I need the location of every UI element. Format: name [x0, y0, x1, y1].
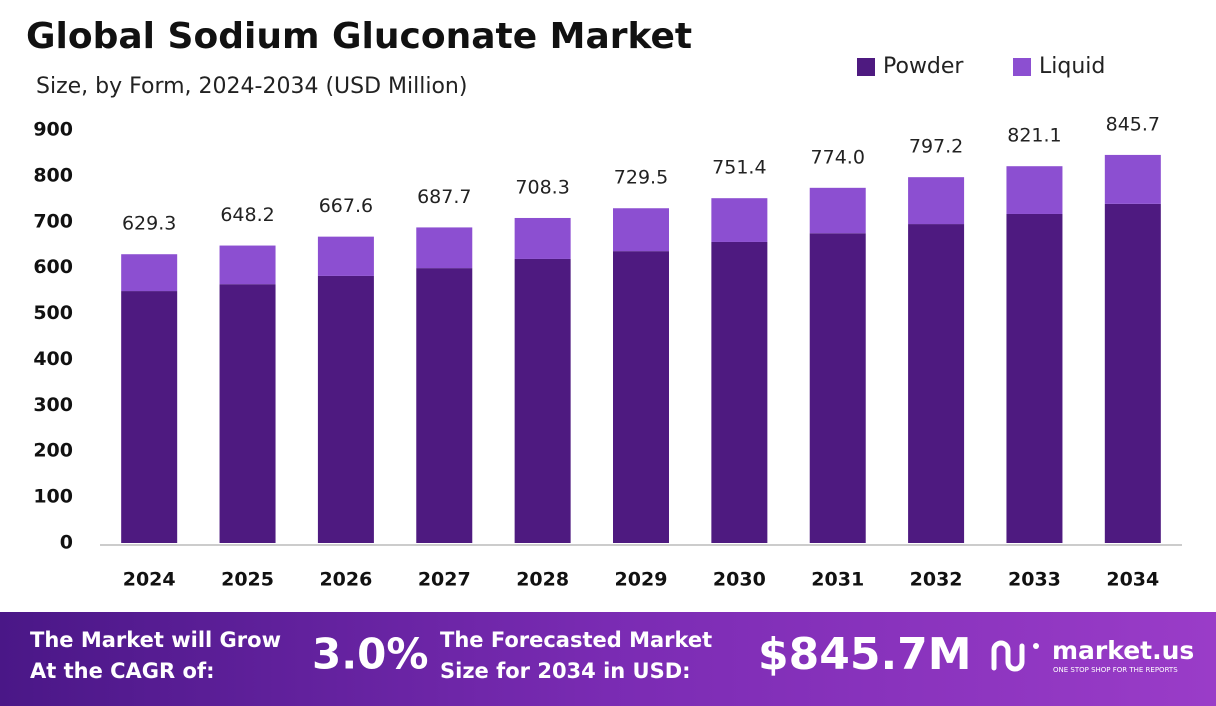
bar-segment: [121, 254, 178, 292]
total-label: 797.2: [909, 136, 963, 158]
footer-cagr-value: 3.0%: [312, 630, 428, 679]
x-tick-label: 2025: [221, 569, 274, 591]
bar-segment: [219, 245, 276, 285]
bar-segment: [514, 258, 571, 543]
x-tick-label: 2029: [615, 569, 668, 591]
legend-label: Powder: [883, 54, 964, 79]
total-label: 667.6: [319, 195, 373, 217]
x-tick-label: 2032: [910, 569, 963, 591]
x-tick-label: 2033: [1008, 569, 1061, 591]
bar-segment: [416, 268, 473, 543]
y-tick-label: 800: [33, 164, 73, 186]
total-label: 648.2: [220, 204, 274, 226]
brand-logo: [991, 640, 1039, 672]
footer-forecast-text: Size for 2034 in USD:: [440, 659, 691, 683]
bar-segment: [908, 224, 965, 544]
bar-segment: [711, 198, 768, 242]
bar-segment: [416, 227, 473, 269]
footer-cagr-text: The Market will Grow: [30, 628, 281, 652]
y-tick-label: 100: [33, 486, 73, 508]
x-tick-label: 2024: [123, 569, 176, 591]
bar-segment: [1006, 213, 1063, 543]
total-label: 821.1: [1007, 125, 1061, 147]
bar-segment: [121, 291, 178, 543]
x-tick-label: 2027: [418, 569, 471, 591]
total-label: 729.5: [614, 167, 668, 189]
total-label: 708.3: [515, 176, 569, 198]
x-tick-label: 2030: [713, 569, 766, 591]
y-tick-label: 600: [33, 256, 73, 278]
bar-segment: [514, 217, 571, 259]
y-tick-label: 500: [33, 302, 73, 324]
total-label: 774.0: [811, 146, 865, 168]
y-tick-label: 0: [60, 532, 73, 554]
total-label: 687.7: [417, 186, 471, 208]
legend-swatch: [1013, 58, 1031, 76]
bar-segment: [317, 236, 374, 276]
brand-name: market.us: [1052, 636, 1194, 665]
y-tick-label: 400: [33, 348, 73, 370]
bar-segment: [1006, 166, 1063, 214]
x-tick-label: 2031: [811, 569, 864, 591]
y-tick-label: 300: [33, 394, 73, 416]
bar-segment: [317, 275, 374, 543]
bar-segment: [809, 187, 866, 234]
footer-forecast-value: $845.7M: [758, 629, 972, 680]
chart-title: Global Sodium Gluconate Market: [26, 16, 692, 57]
footer-banner: [0, 612, 1216, 706]
y-tick-label: 900: [33, 119, 73, 141]
y-tick-label: 200: [33, 440, 73, 462]
total-label: 751.4: [712, 157, 766, 179]
bar-segment: [809, 233, 866, 543]
bar-segment: [219, 284, 276, 543]
footer-forecast-text: The Forecasted Market: [440, 628, 712, 652]
bar-segment: [1104, 203, 1161, 543]
x-tick-label: 2034: [1106, 569, 1159, 591]
y-tick-label: 700: [33, 210, 73, 232]
x-tick-label: 2026: [319, 569, 372, 591]
footer-cagr-text: At the CAGR of:: [30, 659, 215, 683]
bar-segment: [613, 251, 669, 543]
brand-tagline: ONE STOP SHOP FOR THE REPORTS: [1053, 666, 1178, 674]
total-label: 845.7: [1106, 113, 1160, 135]
legend-swatch: [857, 58, 875, 76]
bar-segment: [613, 208, 669, 252]
bar-segment: [711, 241, 768, 544]
chart-subtitle: Size, by Form, 2024-2034 (USD Million): [36, 74, 467, 99]
logo-dot: [1033, 643, 1039, 649]
legend-label: Liquid: [1039, 54, 1105, 79]
total-label: 629.3: [122, 213, 176, 235]
bar-segment: [908, 177, 965, 225]
logo-icon: [991, 640, 1025, 672]
x-tick-label: 2028: [516, 569, 569, 591]
legend: Powder Liquid: [857, 54, 1105, 79]
bar-segment: [1104, 154, 1161, 204]
